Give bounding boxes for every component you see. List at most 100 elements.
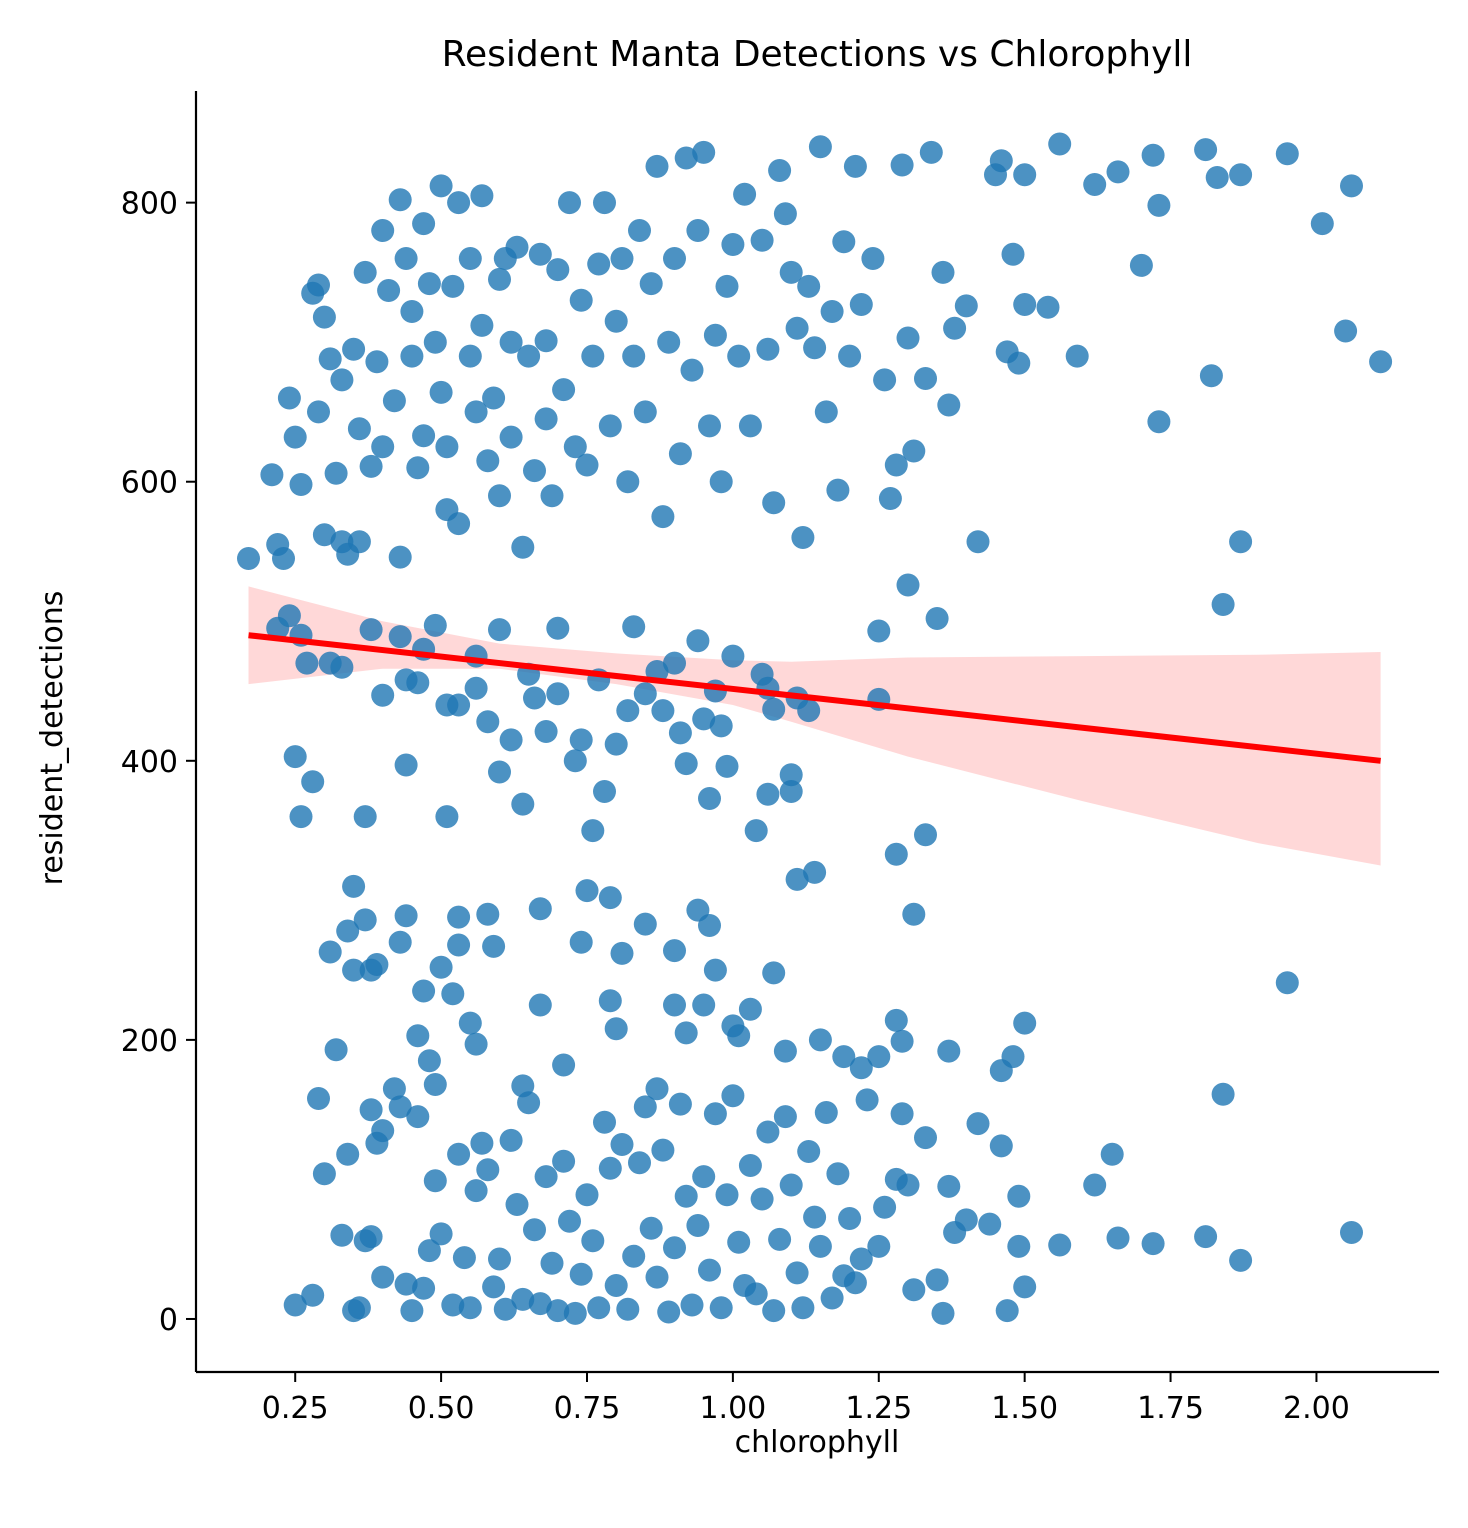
- scatter-point: [569, 930, 593, 954]
- x-tick-label: 1.25: [845, 1391, 912, 1426]
- scatter-point: [342, 958, 366, 982]
- scatter-point: [499, 330, 523, 354]
- scatter-point: [423, 1169, 447, 1193]
- scatter-point: [698, 787, 721, 810]
- scatter-point: [744, 1282, 768, 1306]
- scatter-point: [1369, 350, 1393, 374]
- scatter-point: [330, 655, 354, 679]
- scatter-point: [540, 1251, 564, 1275]
- scatter-point: [330, 368, 354, 392]
- scatter-point: [563, 435, 587, 459]
- scatter-point: [698, 1258, 721, 1282]
- scatter-point: [686, 629, 710, 653]
- scatter-point: [488, 1247, 511, 1271]
- scatter-point: [896, 326, 920, 350]
- scatter-point: [645, 1265, 669, 1289]
- scatter-point: [371, 219, 395, 242]
- scatter-point: [324, 1038, 348, 1062]
- scatter-point: [1147, 193, 1171, 217]
- scatter-point: [441, 1293, 465, 1317]
- scatter-point: [394, 1272, 418, 1296]
- scatter-point: [406, 456, 430, 480]
- scatter-point: [692, 993, 716, 1017]
- scatter-point: [423, 613, 447, 637]
- scatter-point: [283, 745, 307, 769]
- scatter-point: [575, 1183, 599, 1207]
- scatter-point: [283, 1293, 307, 1317]
- scatter-point: [598, 886, 622, 910]
- chart-title: Resident Manta Detections vs Chlorophyll: [442, 34, 1193, 75]
- scatter-point: [692, 140, 716, 164]
- scatter-point: [674, 1021, 698, 1045]
- scatter-point: [429, 1222, 453, 1246]
- scatter-point: [873, 1195, 897, 1219]
- scatter-point: [528, 242, 552, 266]
- scatter-point: [347, 1296, 371, 1320]
- scatter-point: [943, 316, 967, 340]
- scatter-point: [493, 1297, 517, 1321]
- scatter-point: [429, 955, 453, 979]
- scatter-point: [534, 720, 558, 743]
- scatter-point: [954, 294, 978, 318]
- y-tick-label: 0: [159, 1303, 178, 1338]
- scatter-point: [628, 1151, 651, 1175]
- scatter-point: [307, 400, 330, 424]
- scatter-point: [733, 182, 757, 206]
- scatter-point: [1211, 1082, 1235, 1106]
- y-tick-label: 800: [121, 187, 178, 222]
- scatter-point: [464, 1179, 488, 1203]
- x-tick-label: 0.75: [554, 1391, 621, 1426]
- scatter-point: [727, 344, 751, 368]
- scatter-point: [838, 344, 862, 368]
- scatter-point: [534, 1165, 558, 1189]
- scatter-point: [552, 1149, 576, 1173]
- scatter-point: [1001, 1045, 1025, 1069]
- scatter-point: [388, 625, 412, 649]
- scatter-point: [423, 1073, 447, 1096]
- scatter-point: [1083, 173, 1107, 196]
- scatter-point: [359, 1225, 383, 1249]
- scatter-point: [867, 619, 891, 643]
- scatter-point: [417, 1049, 441, 1073]
- scatter-point: [890, 1102, 914, 1126]
- scatter-point: [365, 953, 389, 976]
- scatter-point: [505, 1193, 529, 1216]
- scatter-point: [616, 699, 640, 723]
- scatter-point: [587, 1296, 611, 1320]
- scatter-point: [703, 323, 727, 347]
- scatter-point: [1065, 344, 1089, 368]
- scatter-point: [1013, 1011, 1037, 1035]
- scatter-point: [791, 1296, 815, 1320]
- scatter-point: [435, 805, 459, 829]
- scatter-point: [727, 1230, 751, 1254]
- scatter-point: [546, 682, 570, 706]
- scatter-point: [353, 260, 377, 284]
- scatter-point: [849, 1056, 873, 1080]
- scatter-point: [511, 792, 535, 816]
- scatter-point: [336, 919, 360, 943]
- scatter-point: [382, 389, 406, 413]
- scatter-point: [528, 1292, 552, 1316]
- scatter-point: [400, 300, 424, 323]
- scatter-point: [388, 545, 412, 569]
- scatter-point: [931, 1301, 955, 1325]
- scatter-point: [505, 235, 529, 259]
- scatter-point: [581, 344, 605, 368]
- scatter-point: [458, 344, 482, 368]
- scatter-point: [849, 1247, 873, 1271]
- scatter-point: [715, 1183, 739, 1207]
- scatter-point: [464, 400, 488, 424]
- scatter-point: [610, 1133, 634, 1156]
- scatter-point: [902, 1278, 926, 1302]
- scatter-point: [727, 1024, 751, 1048]
- scatter-point: [400, 1299, 424, 1323]
- scatter-point: [633, 682, 657, 706]
- scatter-point: [476, 1158, 500, 1182]
- scatter-point: [633, 912, 657, 936]
- scatter-point: [511, 1287, 535, 1311]
- scatter-point: [388, 930, 412, 954]
- scatter-point: [604, 1274, 628, 1297]
- scatter-point: [1106, 160, 1130, 184]
- scatter-point: [406, 1024, 430, 1048]
- scatter-point: [429, 380, 453, 404]
